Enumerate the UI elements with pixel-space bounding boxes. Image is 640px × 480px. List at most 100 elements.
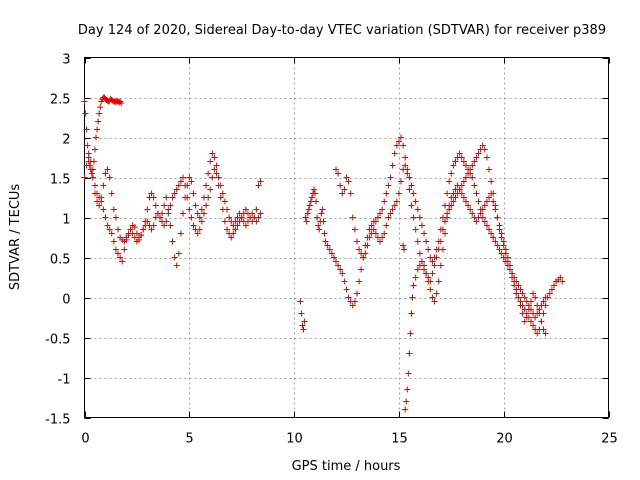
data-point — [437, 262, 444, 269]
data-point — [418, 222, 425, 229]
data-point — [377, 210, 384, 217]
data-point — [502, 246, 509, 253]
data-point — [360, 254, 367, 261]
data-point — [454, 182, 461, 189]
data-point — [525, 306, 532, 313]
data-point — [490, 234, 497, 241]
data-point — [117, 254, 124, 261]
data-point — [481, 202, 488, 209]
data-point — [374, 214, 381, 221]
data-point — [486, 194, 493, 201]
data-point — [414, 238, 421, 245]
data-point — [429, 270, 436, 277]
plot-frame — [84, 57, 609, 418]
data-point — [377, 238, 384, 245]
data-point — [534, 302, 541, 309]
data-point — [320, 218, 327, 225]
data-point — [226, 214, 233, 221]
data-point — [473, 154, 480, 161]
data-point — [100, 206, 107, 213]
data-point — [397, 178, 404, 185]
data-point — [509, 270, 516, 277]
data-point — [442, 218, 449, 225]
data-point — [372, 218, 379, 225]
data-point — [483, 198, 490, 205]
data-point — [138, 232, 145, 239]
data-point — [335, 170, 342, 177]
data-point — [339, 270, 346, 277]
data-point — [471, 182, 478, 189]
data-point — [442, 230, 449, 237]
y-tick-label: -0.5 — [45, 333, 70, 348]
data-point — [385, 182, 392, 189]
data-point — [205, 170, 212, 177]
data-point — [156, 214, 163, 221]
data-point — [462, 162, 469, 169]
data-point — [339, 190, 346, 197]
data-point — [161, 202, 168, 209]
data-point — [364, 242, 371, 249]
data-point — [446, 178, 453, 185]
data-point — [362, 250, 369, 257]
data-point — [96, 202, 103, 209]
data-point — [527, 318, 534, 325]
data-point — [444, 190, 451, 197]
data-point — [209, 150, 216, 157]
data-point — [400, 242, 407, 249]
y-tick-label: 0 — [62, 293, 70, 308]
chart-title: Day 124 of 2020, Sidereal Day-to-day VTE… — [78, 23, 606, 38]
y-tick-label: 0.5 — [50, 253, 71, 268]
data-point — [215, 174, 222, 181]
data-point — [465, 202, 472, 209]
y-tick-label: 3 — [62, 53, 70, 68]
data-point — [414, 206, 421, 213]
data-point — [448, 170, 455, 177]
data-point — [456, 186, 463, 193]
data-point — [425, 278, 432, 285]
data-point — [431, 254, 438, 261]
data-point — [469, 162, 476, 169]
data-point — [140, 226, 147, 233]
data-point — [527, 298, 534, 305]
data-point — [381, 198, 388, 205]
y-tick-label: -1.5 — [45, 413, 70, 428]
data-point — [387, 210, 394, 217]
data-point — [406, 174, 413, 181]
data-point — [519, 290, 526, 297]
data-point — [429, 294, 436, 301]
data-point — [165, 210, 172, 217]
data-point — [196, 226, 203, 233]
data-point — [257, 178, 264, 185]
data-point — [319, 206, 326, 213]
data-point — [423, 270, 430, 277]
data-point — [135, 236, 142, 243]
data-point — [502, 258, 509, 265]
data-point — [96, 194, 103, 201]
data-point — [540, 298, 547, 305]
data-point — [349, 302, 356, 309]
data-point — [435, 278, 442, 285]
data-point — [333, 166, 340, 173]
y-tick-label: 1 — [62, 213, 70, 228]
data-point — [253, 206, 260, 213]
data-point — [104, 166, 111, 173]
data-point — [475, 198, 482, 205]
data-point — [326, 246, 333, 253]
data-point — [207, 186, 214, 193]
data-point — [194, 230, 201, 237]
data-point — [490, 198, 497, 205]
data-point — [118, 100, 125, 107]
data-point — [341, 186, 348, 193]
data-point — [368, 222, 375, 229]
data-point — [217, 194, 224, 201]
data-point — [242, 222, 249, 229]
data-point — [180, 210, 187, 217]
data-point — [460, 158, 467, 165]
grid — [84, 57, 609, 418]
series-p389-c — [85, 158, 264, 265]
data-point — [551, 282, 558, 289]
data-point — [383, 190, 390, 197]
data-point — [221, 218, 228, 225]
data-point — [321, 230, 328, 237]
